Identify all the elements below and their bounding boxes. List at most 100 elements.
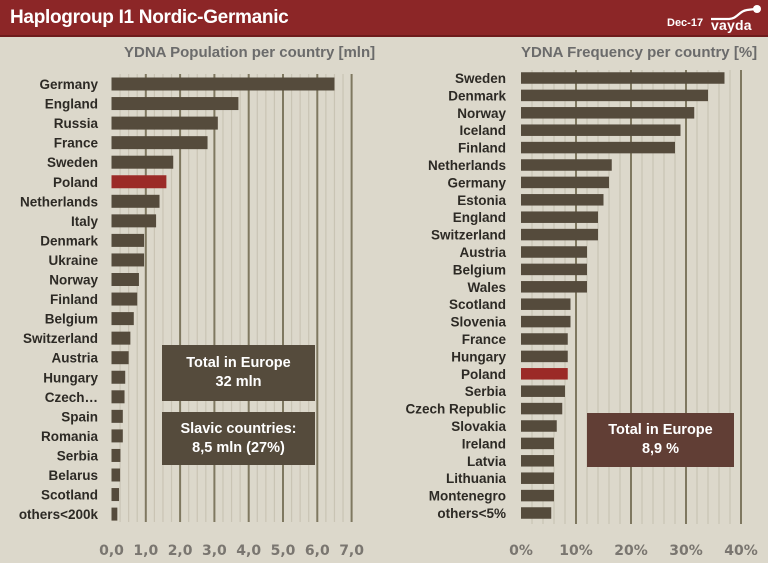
left-bar (111, 155, 174, 169)
right-bar (521, 211, 598, 223)
left-bar (111, 97, 239, 111)
page-title: Haplogroup I1 Nordic-Germanic (10, 7, 289, 28)
left-category-label: Hungary (43, 370, 98, 385)
left-bar (111, 312, 134, 326)
right-bar (521, 333, 568, 345)
right-category-label: Sweden (455, 71, 506, 86)
right-category-label: Germany (447, 175, 506, 190)
right-x-tick-label: 30% (669, 543, 703, 559)
right-bar (521, 228, 598, 241)
right-category-label: Lithuania (446, 471, 506, 486)
left-category-label: Poland (53, 175, 98, 190)
total-europe-frequency-box: Total in Europe 8,9 % (587, 413, 734, 467)
left-bar (111, 448, 121, 462)
total-europe-frequency-value: 8,9 % (641, 441, 680, 457)
left-x-tick-label: 6,0 (305, 543, 330, 559)
vayda-logo: vayda (707, 4, 763, 34)
left-category-label: Italy (71, 214, 99, 229)
left-x-tick-label: 0,0 (99, 543, 124, 559)
right-category-label: Denmark (448, 88, 506, 103)
left-category-label: Denmark (40, 233, 98, 248)
left-bar (111, 429, 123, 443)
left-bar (111, 77, 335, 91)
right-category-label: Belgium (453, 262, 506, 277)
right-bar (521, 298, 571, 310)
left-x-tick-label: 5,0 (271, 543, 296, 559)
left-bar (111, 214, 157, 228)
right-bar (521, 141, 675, 154)
right-category-label: France (462, 332, 507, 347)
left-bar (111, 370, 126, 384)
left-category-label: Scotland (41, 488, 98, 503)
header-bar: Haplogroup I1 Nordic-Germanic Dec-17 vay… (0, 0, 768, 37)
right-category-label: Poland (461, 367, 506, 382)
right-bar (521, 176, 609, 189)
right-category-label: Austria (459, 245, 506, 260)
right-chart-title: YDNA Frequency per country [%] (521, 44, 758, 61)
right-category-label: Montenegro (429, 489, 506, 504)
right-category-label: Scotland (449, 297, 506, 312)
right-bar (521, 420, 557, 432)
left-category-label: Ukraine (48, 253, 98, 268)
left-category-label: Finland (50, 292, 98, 307)
logo-text: vayda (711, 17, 752, 33)
left-bar (111, 116, 218, 130)
right-category-label: England (453, 210, 506, 225)
right-category-label: Slovakia (451, 419, 506, 434)
right-category-label: Ireland (462, 436, 506, 451)
right-bar (521, 507, 552, 519)
left-x-tick-label: 4,0 (236, 543, 261, 559)
left-x-tick-label: 7,0 (339, 543, 364, 559)
right-bar (521, 385, 565, 397)
right-category-label: Czech Republic (405, 402, 506, 417)
left-category-label: France (54, 136, 99, 151)
date-label: Dec-17 (667, 17, 704, 29)
right-bar (521, 107, 695, 119)
slavic-countries-value: 8,5 mln (27%) (192, 439, 285, 456)
right-bar (521, 315, 571, 328)
left-category-label: Austria (51, 351, 98, 366)
right-category-label: Finland (458, 141, 506, 156)
right-bar (521, 350, 568, 363)
left-bar (111, 351, 129, 365)
right-bar (521, 263, 587, 276)
right-bar (521, 437, 554, 450)
left-x-tick-label: 3,0 (202, 543, 227, 559)
left-chart-title: YDNA Population per country [mln] (124, 44, 376, 61)
right-category-label: Hungary (451, 349, 506, 364)
left-category-label: others<200k (19, 507, 99, 522)
right-category-label: Norway (457, 106, 506, 121)
right-bar (521, 124, 681, 136)
right-bar (521, 194, 604, 206)
left-category-label: Romania (41, 429, 99, 444)
right-bar (521, 489, 554, 502)
left-x-tick-label: 1,0 (133, 543, 158, 559)
left-bar (111, 253, 145, 267)
right-bar (521, 159, 612, 171)
right-x-tick-label: 20% (614, 543, 648, 559)
left-bar (111, 331, 131, 345)
right-bar (521, 89, 708, 102)
right-category-label: Latvia (467, 454, 507, 469)
left-category-label: Belgium (45, 312, 98, 327)
right-bar (521, 472, 554, 484)
right-bar (521, 246, 587, 258)
left-category-label: Serbia (57, 448, 99, 463)
left-bar (111, 175, 167, 189)
left-category-label: Netherlands (20, 194, 98, 209)
left-bar (111, 292, 138, 306)
left-category-label: Spain (61, 409, 98, 424)
right-category-label: Serbia (465, 384, 507, 399)
left-bar (111, 194, 160, 208)
right-bar (521, 455, 554, 467)
right-category-label: others<5% (437, 506, 506, 521)
right-category-label: Estonia (457, 193, 506, 208)
right-category-label: Switzerland (431, 228, 506, 243)
total-europe-population-label: Total in Europe (186, 355, 291, 371)
left-category-label: Czech… (45, 390, 98, 405)
right-bar (521, 281, 587, 293)
slavic-countries-box: Slavic countries: 8,5 mln (27%) (162, 412, 315, 465)
right-category-label: Netherlands (428, 158, 506, 173)
left-bar (111, 233, 145, 247)
left-category-label: England (45, 97, 98, 112)
